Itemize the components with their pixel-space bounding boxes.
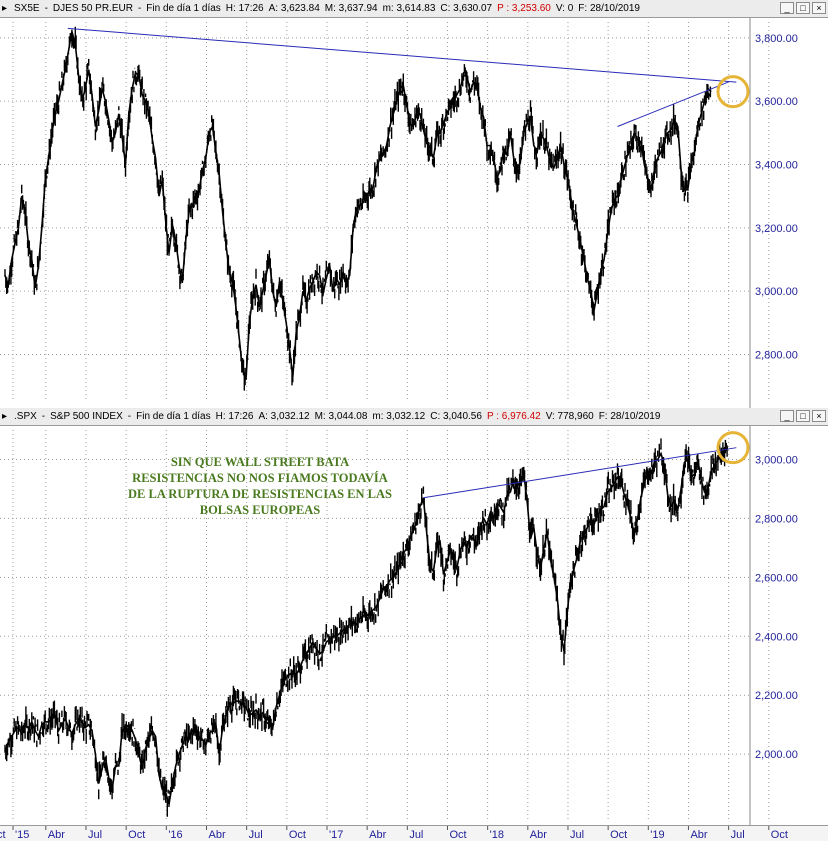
- y-tick-label: 3,600.00: [755, 96, 798, 108]
- time-axis-labels: ct '15 Abr Jul Oct '16 Abr Jul Oct '17 Abr Jul Oct '1…: [0, 826, 788, 841]
- x-tick-label: Abr: [208, 829, 225, 841]
- y-tick-label: 2,600.00: [755, 572, 798, 584]
- sx5e-volume: V: 0: [555, 3, 574, 14]
- trendline[interactable]: [617, 81, 729, 127]
- y-tick-label: 3,000.00: [755, 286, 798, 298]
- x-tick-label: Abr: [369, 829, 386, 841]
- panel-menu-icon[interactable]: ▸: [2, 3, 8, 14]
- x-tick-label: Oct: [449, 829, 466, 841]
- x-tick-label: Jul: [570, 829, 584, 841]
- x-tick-label: Jul: [409, 829, 423, 841]
- trendline[interactable]: [423, 447, 737, 499]
- sx5e-low: m: 3,614.83: [382, 3, 436, 14]
- spx-symbol: .SPX: [14, 411, 37, 422]
- close-button[interactable]: ×: [812, 410, 826, 422]
- sx5e-date: F: 28/10/2019: [578, 3, 640, 14]
- x-tick-label: '19: [650, 829, 664, 841]
- trendline[interactable]: [67, 27, 737, 83]
- panel-menu-icon[interactable]: ▸: [2, 411, 8, 422]
- spx-chart-panel: ▸ .SPX - S&P 500 INDEX - Fin de día 1 días H: …: [0, 408, 828, 825]
- x-tick-label: Abr: [690, 829, 707, 841]
- chart-annotation: SIN QUE WALL STREET BATA RESISTENCIAS NO…: [128, 455, 392, 517]
- spx-name: S&P 500 INDEX: [50, 411, 123, 422]
- price-close-line: [4, 31, 712, 381]
- y-tick-label: 2,400.00: [755, 631, 798, 643]
- x-tick-label: Jul: [731, 829, 745, 841]
- sx5e-p-value: P : 3,253.60: [497, 3, 551, 14]
- sx5e-open: A: 3,623.84: [268, 3, 320, 14]
- x-tick-label: '17: [329, 829, 343, 841]
- spx-time: H: 17:26: [215, 411, 254, 422]
- spx-high: M: 3,044.08: [314, 411, 368, 422]
- x-tick-label: Abr: [48, 829, 65, 841]
- spx-header-bar: ▸ .SPX - S&P 500 INDEX - Fin de día 1 días H: …: [0, 408, 828, 426]
- sx5e-chart-panel: ▸ SX5E - DJES 50 PR.EUR - Fin de día 1 días H:…: [0, 0, 828, 408]
- x-tick-label: Jul: [249, 829, 263, 841]
- spx-chart: 2,000.00 2,200.00 2,400.00 2,600.00 2,800.00…: [0, 426, 798, 825]
- spx-low: m: 3,032.12: [372, 411, 426, 422]
- sx5e-high: M: 3,637.94: [324, 3, 378, 14]
- sx5e-symbol: SX5E: [14, 3, 40, 14]
- x-tick-label: '16: [168, 829, 182, 841]
- y-tick-label: 2,800.00: [755, 513, 798, 525]
- time-axis: ct '15 Abr Jul Oct '16 Abr Jul Oct '17 Abr Jul Oct '1…: [0, 825, 828, 841]
- x-tick-label: '15: [15, 829, 29, 841]
- x-tick-label: '18: [490, 829, 504, 841]
- maximize-button[interactable]: □: [796, 2, 810, 14]
- x-tick-label: Oct: [771, 829, 788, 841]
- sx5e-window-controls: _ □ ×: [780, 2, 826, 15]
- spx-open: A: 3,032.12: [258, 411, 310, 422]
- y-tick-label: 2,000.00: [755, 749, 798, 761]
- y-tick-label: 2,200.00: [755, 690, 798, 702]
- y-tick-label: 3,200.00: [755, 223, 798, 235]
- x-tick-label: Jul: [88, 829, 102, 841]
- y-tick-label: 3,800.00: [755, 33, 798, 45]
- minimize-button[interactable]: _: [780, 2, 794, 14]
- price-series: [4, 26, 712, 391]
- spx-period: Fin de día 1 días: [136, 411, 211, 422]
- x-tick-label: ct: [0, 829, 6, 841]
- sx5e-time: H: 17:26: [225, 3, 264, 14]
- spx-close: C: 3,040.56: [430, 411, 482, 422]
- y-tick-label: 3,400.00: [755, 160, 798, 172]
- close-button[interactable]: ×: [812, 2, 826, 14]
- sx5e-close: C: 3,630.07: [440, 3, 493, 14]
- sx5e-chart: 2,800.00 3,000.00 3,200.00 3,400.00 3,600.00…: [0, 18, 798, 408]
- sx5e-header-bar: ▸ SX5E - DJES 50 PR.EUR - Fin de día 1 días H:…: [0, 0, 828, 18]
- maximize-button[interactable]: □: [796, 410, 810, 422]
- x-tick-label: Oct: [128, 829, 145, 841]
- spx-p-value: P : 6,976.42: [486, 411, 541, 422]
- y-tick-label: 3,000.00: [755, 454, 798, 466]
- y-tick-label: 2,800.00: [755, 350, 798, 362]
- x-tick-label: Abr: [530, 829, 547, 841]
- price-series: [4, 438, 728, 817]
- breakout-highlight-circle: [716, 75, 750, 109]
- x-tick-label: Oct: [610, 829, 627, 841]
- price-close-line: [4, 446, 728, 805]
- spx-window-controls: _ □ ×: [780, 410, 826, 423]
- breakout-highlight-circle: [716, 431, 750, 465]
- sx5e-period: Fin de día 1 días: [146, 3, 221, 14]
- spx-volume: V: 778,960: [545, 411, 594, 422]
- x-tick-label: Oct: [289, 829, 306, 841]
- sx5e-name: DJES 50 PR.EUR: [52, 3, 133, 14]
- spx-date: F: 28/10/2019: [598, 411, 661, 422]
- minimize-button[interactable]: _: [780, 410, 794, 422]
